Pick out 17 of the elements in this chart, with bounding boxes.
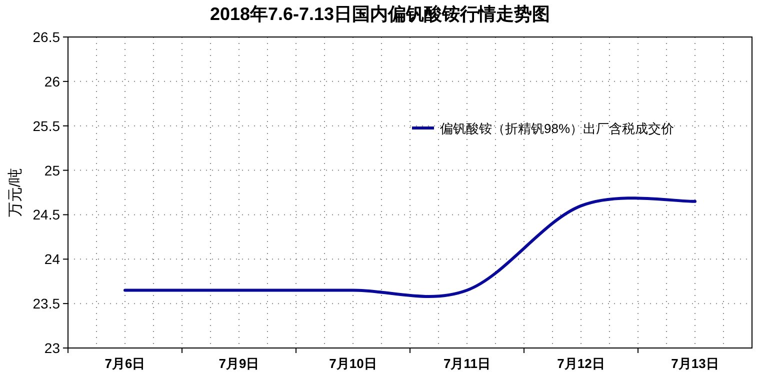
x-tick-label: 7月9日 xyxy=(218,356,260,371)
x-tick-label: 7月13日 xyxy=(671,356,719,371)
y-tick-label: 24 xyxy=(44,251,60,268)
x-tick-label: 7月10日 xyxy=(329,356,377,371)
y-tick-label: 25.5 xyxy=(32,118,60,134)
x-tick-label: 7月11日 xyxy=(444,356,490,371)
legend-label: 偏钒酸铵（折精钒98%）出厂含税成交价 xyxy=(440,121,674,136)
x-tick-label: 7月6日 xyxy=(104,356,146,371)
y-tick-label: 26 xyxy=(44,73,60,90)
y-tick-label: 24.5 xyxy=(32,206,60,223)
y-tick-label: 23 xyxy=(44,340,60,356)
x-tick-label: 7月12日 xyxy=(557,356,605,371)
y-tick-label: 25 xyxy=(44,162,60,178)
y-axis-title: 万元/吨 xyxy=(7,168,24,218)
chart-title: 2018年7.6-7.13日国内偏钒酸铵行情走势图 xyxy=(210,4,550,24)
y-tick-label: 23.5 xyxy=(32,296,60,312)
y-tick-label: 26.5 xyxy=(32,29,60,45)
